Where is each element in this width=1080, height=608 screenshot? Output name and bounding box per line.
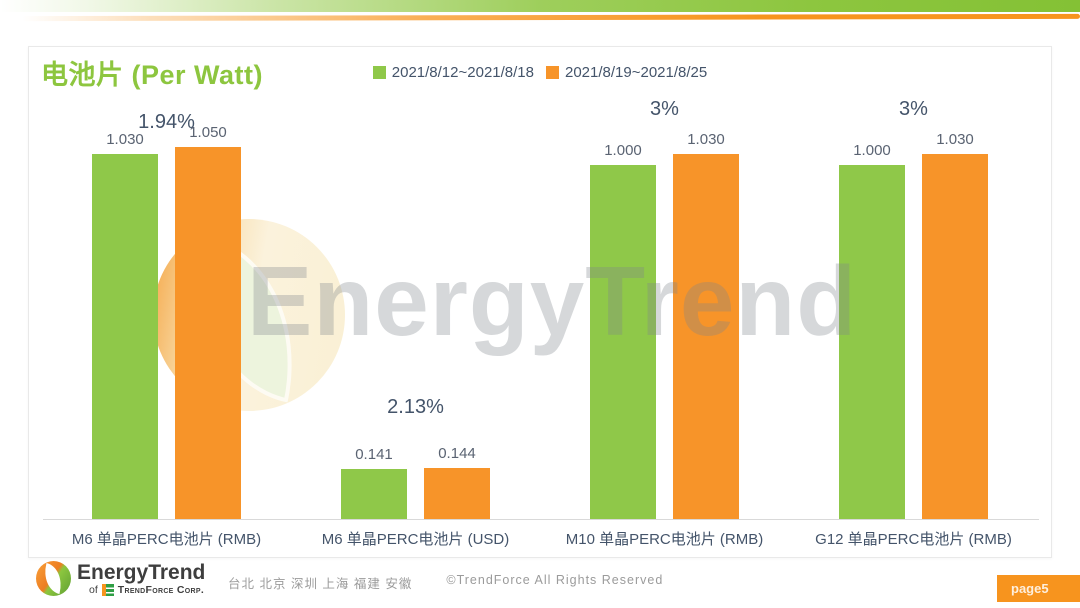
chart-plot: 1.030 1.050 1.94% 0.141 0.144 2.13% 1.000 1.030…	[42, 98, 1038, 519]
category-label: M10 单晶PERC电池片 (RMB)	[565, 531, 764, 548]
category-label: G12 单晶PERC电池片 (RMB)	[815, 531, 1012, 548]
category-label: M6 单晶PERC电池片 (USD)	[321, 531, 510, 548]
energytrend-leaf-icon	[36, 561, 71, 596]
top-accent-line	[21, 13, 1080, 21]
legend-swatch-green	[372, 66, 386, 79]
bar-week2	[175, 147, 241, 519]
footer: EnergyTrend of TrendForce Corp. 台北 北京 深圳…	[0, 557, 1080, 608]
chart-group: 1.030 1.050 1.94%	[42, 111, 291, 519]
brand-block: EnergyTrend of TrendForce Corp.	[36, 561, 205, 596]
leaf-icon	[40, 563, 67, 594]
page-title: 电池片 (Per Watt)	[41, 60, 263, 90]
category-label: M6 单晶PERC电池片 (RMB)	[71, 531, 262, 548]
footer-center: 台北 北京 深圳 上海 福建 安徽 ©TrendForce All Rights…	[228, 573, 663, 592]
brand-company: TrendForce Corp.	[117, 583, 205, 596]
change-label: 3%	[650, 98, 679, 120]
value-label: 1.030	[936, 131, 974, 148]
copyright-text: ©TrendForce All Rights Reserved	[446, 573, 664, 587]
change-label: 2.13%	[387, 396, 444, 418]
value-label: 1.000	[853, 142, 891, 159]
legend-item-week1: 2021/8/12~2021/8/18	[372, 64, 534, 81]
value-label: 0.144	[438, 445, 476, 462]
bar-week1	[341, 469, 407, 519]
brand-of-label: of	[89, 583, 98, 596]
cities-text: 台北 北京 深圳 上海 福建 安徽	[228, 577, 413, 591]
brand-name: EnergyTrend	[77, 560, 206, 584]
legend-swatch-orange	[546, 66, 559, 79]
chart-group: 1.000 1.030 3%	[789, 98, 1038, 519]
value-label: 1.030	[687, 131, 725, 148]
value-label: 0.141	[355, 446, 393, 463]
bar-week1	[839, 165, 905, 519]
brand-text: EnergyTrend of TrendForce Corp.	[77, 560, 206, 596]
legend-label-week2: 2021/8/19~2021/8/25	[565, 64, 708, 81]
brand-subline: of TrendForce Corp.	[89, 583, 205, 596]
trendforce-icon	[101, 583, 114, 596]
bar-week1	[590, 165, 656, 519]
bar-week2	[673, 154, 739, 519]
chart-group: 0.141 0.144 2.13%	[291, 144, 540, 519]
change-label: 3%	[899, 98, 928, 120]
bar-week2	[922, 154, 988, 519]
chart-card: 电池片 (Per Watt) 2021/8/12~2021/8/18 2021/…	[28, 46, 1052, 558]
page-badge: page5	[997, 575, 1080, 602]
bar-week2	[424, 468, 490, 519]
value-label: 1.050	[189, 124, 227, 141]
chart-categories: M6 单晶PERC电池片 (RMB) M6 单晶PERC电池片 (USD) M10 …	[42, 528, 1038, 549]
legend-item-week2: 2021/8/19~2021/8/25	[546, 64, 707, 81]
value-label: 1.030	[106, 131, 144, 148]
top-gradient-band	[0, 0, 1080, 12]
value-label: 1.000	[604, 142, 642, 159]
chart-legend: 2021/8/12~2021/8/18 2021/8/19~2021/8/25	[29, 64, 1051, 81]
chart-baseline	[43, 519, 1039, 520]
bar-week1	[92, 154, 158, 519]
chart-group: 1.000 1.030 3%	[540, 98, 789, 519]
legend-label-week1: 2021/8/12~2021/8/18	[391, 64, 534, 81]
change-label: 1.94%	[138, 111, 195, 133]
